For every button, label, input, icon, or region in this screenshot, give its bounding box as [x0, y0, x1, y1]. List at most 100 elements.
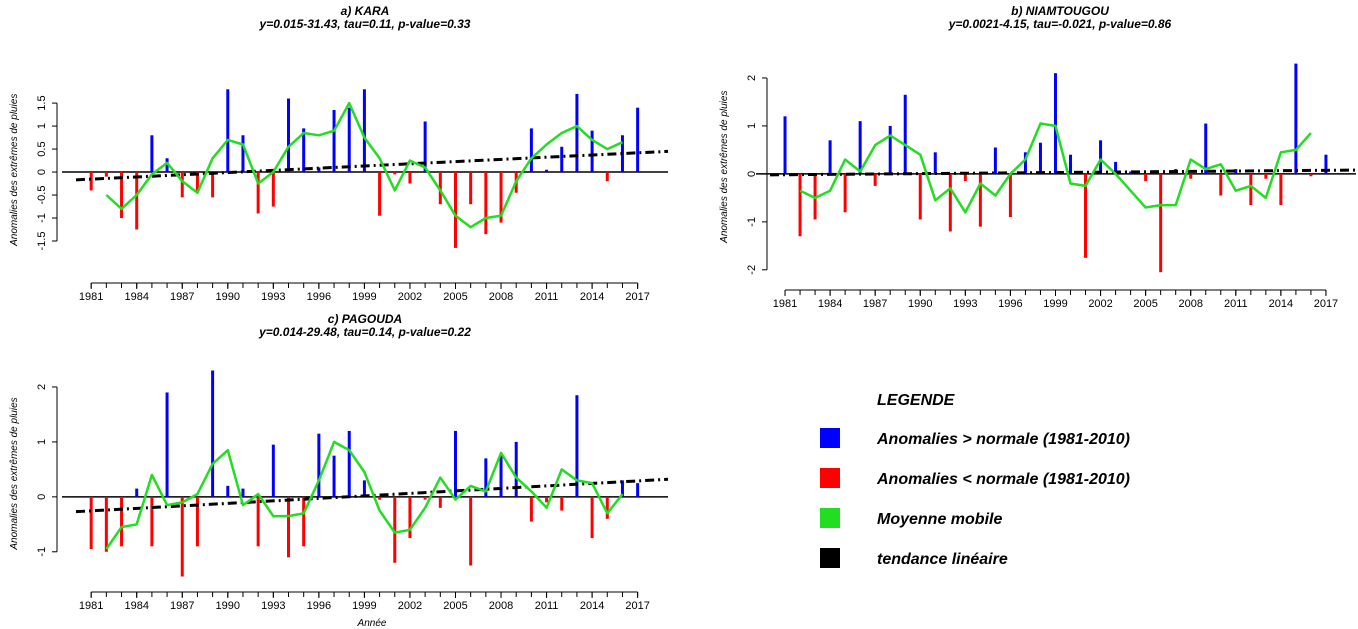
bar: [499, 455, 503, 497]
bar: [1038, 142, 1042, 174]
chart-subtitle: y=0.0021-4.15, tau=-0.021, p-value=0.86: [948, 17, 1172, 31]
bar: [963, 173, 967, 182]
x-tick-label: 1987: [170, 291, 194, 303]
bar: [120, 172, 124, 219]
chart-subtitle: y=0.015-31.43, tau=0.11, p-value=0.33: [259, 17, 471, 31]
bar: [575, 93, 579, 173]
chart-title: a) KARA: [341, 4, 390, 18]
bar: [271, 444, 275, 497]
bar: [484, 458, 488, 497]
x-tick-label: 2008: [489, 291, 513, 303]
bar: [575, 395, 579, 497]
bar: [408, 172, 412, 184]
trend-line: [75, 149, 669, 182]
bar: [529, 128, 533, 173]
bar: [332, 455, 336, 497]
y-tick-label: -0.5: [36, 186, 48, 205]
x-tick-label: 2005: [443, 600, 467, 612]
bar: [362, 480, 366, 497]
bar: [135, 488, 139, 497]
bar: [1294, 63, 1298, 174]
chart-subtitle: y=0.014-29.48, tau=0.14, p-value=0.22: [258, 325, 471, 339]
x-axis-label: Année: [357, 618, 387, 629]
bar: [560, 146, 564, 173]
legend-label: Anomalies > normale (1981-2010): [876, 431, 1130, 448]
y-tick-label: -1: [746, 217, 758, 227]
bar: [798, 173, 802, 237]
legend-swatch: [820, 508, 840, 528]
bar: [858, 121, 862, 174]
bar: [120, 496, 124, 547]
legend-label: Moyenne mobile: [877, 511, 1002, 528]
bar: [89, 172, 93, 191]
bar: [453, 172, 457, 248]
bar: [1023, 152, 1027, 174]
bar: [438, 172, 442, 205]
chart-title: b) NIAMTOUGOU: [1011, 4, 1109, 18]
bar: [1264, 173, 1268, 179]
bar: [484, 172, 488, 235]
legend: LEGENDE Anomalies > normale (1981-2010) A…: [820, 392, 1130, 568]
y-axis-label: Anomalies des extrêmes de pluies: [719, 91, 730, 244]
bar: [226, 89, 230, 173]
x-tick-label: 2011: [535, 600, 559, 612]
bar: [620, 480, 624, 497]
bar: [423, 496, 427, 500]
x-tick-label: 1981: [79, 291, 103, 303]
moving-average-line: [105, 101, 624, 229]
bar: [903, 94, 907, 174]
bar: [1219, 173, 1223, 196]
legend-label: tendance linéaire: [877, 551, 1008, 568]
bar: [514, 441, 518, 497]
x-tick-label: 2011: [1224, 298, 1248, 310]
bar: [180, 496, 184, 577]
bar: [1249, 173, 1253, 206]
bar: [1324, 154, 1328, 174]
legend-label: Anomalies < normale (1981-2010): [876, 471, 1130, 488]
x-tick-label: 1981: [79, 600, 103, 612]
x-tick-label: 2002: [398, 600, 422, 612]
y-tick-label: 0: [36, 494, 48, 500]
bar: [605, 172, 609, 182]
y-tick-label: -1: [36, 213, 48, 223]
bar: [1008, 173, 1012, 218]
x-tick-label: 1999: [352, 291, 376, 303]
bar: [438, 496, 442, 508]
moving-average-line: [105, 440, 624, 550]
bar: [211, 172, 215, 198]
bar: [529, 496, 533, 522]
y-axis-label: Anomalies des extrêmes de pluies: [9, 397, 20, 550]
bar: [828, 140, 832, 174]
x-tick-label: 1996: [307, 291, 331, 303]
x-tick-label: 1987: [863, 298, 887, 310]
bar: [195, 496, 199, 547]
legend-title: LEGENDE: [877, 392, 956, 409]
bar: [1234, 169, 1238, 174]
x-tick-label: 1984: [818, 298, 842, 310]
bar: [469, 172, 473, 205]
x-tick-label: 1993: [953, 298, 977, 310]
bar: [195, 172, 199, 193]
bar: [1099, 140, 1103, 174]
y-tick-label: -1: [36, 547, 48, 557]
bar: [393, 172, 397, 175]
x-tick-label: 2014: [580, 600, 604, 612]
y-tick-label: 1: [36, 439, 48, 445]
x-tick-label: 1999: [1043, 298, 1067, 310]
y-tick-label: 0: [746, 171, 758, 177]
y-tick-label: 1: [746, 123, 758, 129]
chart-title: c) PAGOUDA: [328, 312, 402, 326]
x-tick-label: 2017: [625, 291, 649, 303]
x-tick-label: 2014: [1269, 298, 1293, 310]
bar: [150, 496, 154, 547]
x-tick-label: 2002: [398, 291, 422, 303]
trend-line: [75, 477, 669, 514]
y-tick-label: 2: [746, 75, 758, 81]
bar: [135, 172, 139, 230]
bar: [1309, 173, 1313, 177]
x-tick-label: 2002: [1088, 298, 1112, 310]
bar: [287, 496, 291, 558]
